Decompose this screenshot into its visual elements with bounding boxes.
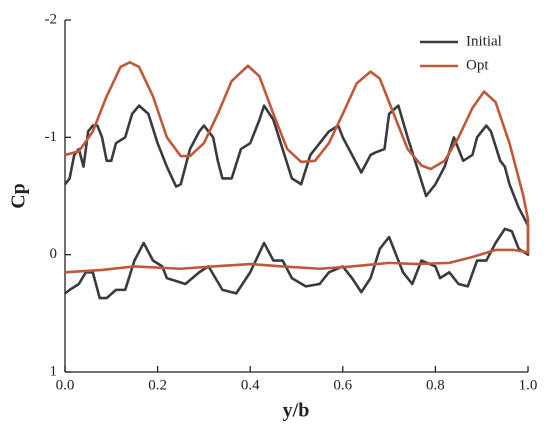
y-tick-label: -1	[45, 129, 58, 145]
legend-label: Initial	[466, 33, 502, 49]
legend-label: Opt	[466, 57, 489, 73]
x-tick-label: 0.2	[148, 377, 167, 393]
x-tick-label: 1.0	[519, 377, 538, 393]
x-tick-label: 0.0	[56, 377, 75, 393]
data-line	[63, 104, 530, 300]
y-tick-label: 0	[50, 246, 58, 262]
y-tick-label: -2	[45, 11, 58, 27]
x-tick-label: 0.6	[333, 377, 352, 393]
x-tick-label: 0.4	[241, 377, 260, 393]
data-line	[64, 60, 530, 274]
x-axis-label: y/b	[283, 400, 310, 422]
x-tick-label: 0.8	[426, 377, 445, 393]
y-tick-label: 1	[50, 363, 58, 379]
y-axis-label: Cp	[8, 183, 30, 209]
